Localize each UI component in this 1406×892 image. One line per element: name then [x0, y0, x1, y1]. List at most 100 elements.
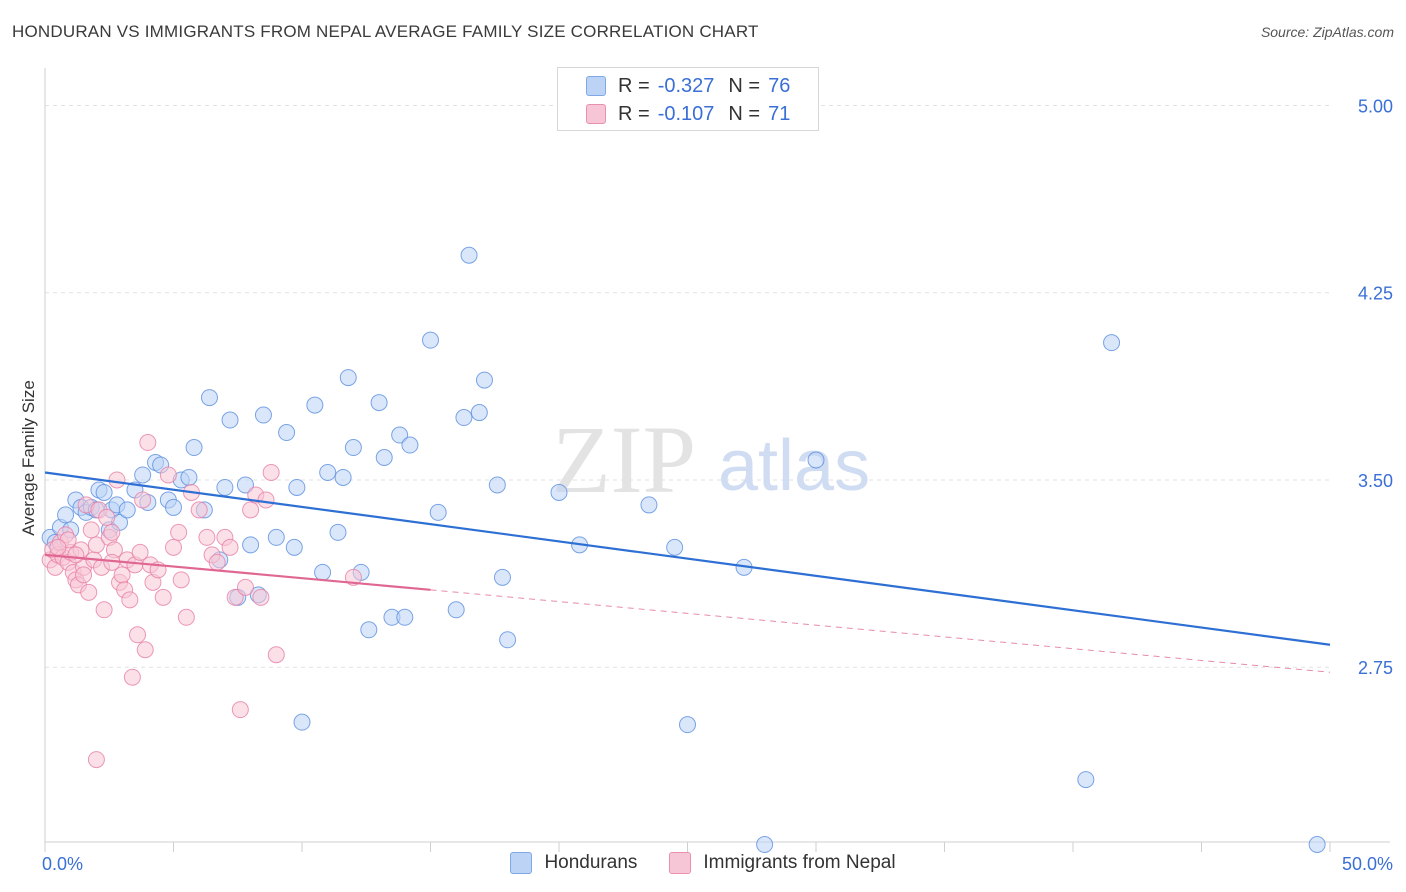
honduran-point-39 [285, 538, 303, 556]
y-tick-label-0: 2.75 [1358, 658, 1393, 678]
grid-lines [45, 104, 1330, 668]
source-label: Source: ZipAtlas.com [1260, 24, 1394, 40]
nepal-point-26 [108, 471, 126, 489]
honduran-point-38 [278, 424, 296, 442]
nepal-point-70 [49, 538, 67, 556]
y-tick-label-3: 5.00 [1358, 96, 1393, 116]
nepal-point-64 [67, 546, 85, 564]
nepal-point-46 [177, 608, 195, 626]
honduran-point-45 [329, 523, 347, 541]
nepal-point-41 [154, 588, 172, 606]
honduran-point-26 [185, 439, 203, 457]
honduran-point-50 [360, 621, 378, 639]
legend-n-label: N = [728, 74, 761, 97]
honduran-point-57 [422, 331, 439, 349]
honduran-point-55 [396, 608, 414, 626]
honduran-point-23 [165, 498, 182, 516]
legend-swatch-hondurans [586, 76, 606, 96]
nepal-point-44 [170, 523, 188, 541]
nepal-point-16 [82, 521, 100, 539]
honduran-point-76 [1103, 334, 1121, 352]
nepal-point-48 [190, 501, 208, 519]
honduran-point-25 [180, 468, 198, 486]
legend-r-label: R = [618, 102, 650, 125]
honduran-point-46 [334, 468, 352, 486]
honduran-point-48 [344, 439, 362, 457]
honduran-point-34 [242, 536, 260, 554]
tick-labels: 2.75 3.50 4.25 5.00 0.0% 50.0% [42, 96, 1393, 874]
honduran-point-54 [391, 426, 409, 444]
honduran-point-47 [339, 369, 357, 387]
nepal-point-15 [80, 583, 98, 601]
legend-r-value-hondurans: -0.327 [657, 74, 715, 97]
nepal-point-54 [226, 588, 244, 606]
nepal-point-62 [267, 646, 285, 664]
series-hondurans-points [41, 246, 1326, 853]
y-tick-label-1: 3.50 [1358, 471, 1393, 491]
honduran-point-37 [267, 528, 285, 546]
series-nepal-points [41, 434, 362, 769]
honduran-point-52 [375, 448, 393, 466]
honduran-point-51 [370, 394, 388, 412]
nepal-point-66 [75, 566, 93, 584]
honduran-point-41 [293, 713, 311, 731]
honduran-point-28 [200, 389, 218, 407]
nepal-point-18 [87, 536, 105, 554]
axes [44, 68, 1390, 852]
legend-label-nepal: Immigrants from Nepal [703, 852, 896, 873]
nepal-point-22 [98, 508, 116, 526]
nepal-point-32 [123, 668, 141, 686]
nepal-point-60 [257, 491, 275, 509]
legend-r-label: R = [618, 74, 650, 97]
nepal-point-69 [344, 568, 362, 586]
honduran-point-61 [460, 246, 478, 264]
nepal-point-68 [131, 543, 149, 561]
honduran-point-73 [756, 835, 774, 853]
nepal-point-31 [121, 591, 139, 609]
honduran-point-71 [679, 716, 696, 734]
series-legend: Hondurans Immigrants from Nepal [0, 852, 1406, 874]
honduran-point-3 [57, 506, 75, 524]
honduran-point-70 [666, 538, 684, 556]
honduran-point-56 [401, 436, 419, 454]
honduran-point-16 [118, 501, 136, 519]
nepal-point-53 [221, 538, 239, 556]
honduran-point-69 [640, 496, 658, 514]
nepal-point-57 [242, 501, 260, 519]
honduran-point-63 [475, 371, 493, 389]
x-tick-label-0: 0.0% [42, 854, 83, 874]
honduran-point-62 [470, 404, 488, 422]
honduran-point-60 [455, 409, 473, 427]
legend-swatch-nepal [586, 104, 606, 124]
watermark-atlas: atlas [718, 426, 870, 506]
watermark-zip: ZIP [552, 406, 696, 513]
honduran-point-74 [807, 451, 825, 469]
nepal-point-42 [159, 466, 177, 484]
honduran-point-44 [319, 463, 337, 481]
legend-row-nepal: R = -0.107 N = 71 [586, 100, 790, 128]
legend-row-hondurans: R = -0.327 N = 76 [586, 72, 790, 100]
trend-line-nepal-extension [430, 589, 1331, 673]
trend-line-nepal [44, 553, 431, 591]
legend-n-value-hondurans: 76 [768, 74, 791, 97]
legend-n-value-nepal: 71 [768, 102, 791, 125]
nepal-point-24 [103, 523, 121, 541]
legend-item-hondurans[interactable]: Hondurans [510, 852, 637, 874]
nepal-point-49 [198, 528, 216, 546]
nepal-point-55 [231, 701, 249, 719]
honduran-point-67 [550, 483, 568, 501]
nepal-point-21 [95, 601, 113, 619]
y-tick-label-2: 4.25 [1358, 284, 1393, 304]
honduran-point-31 [221, 411, 239, 429]
honduran-point-59 [447, 601, 465, 619]
nepal-point-36 [136, 641, 154, 659]
nepal-point-35 [134, 491, 152, 509]
honduran-point-75 [1077, 771, 1095, 789]
honduran-point-77 [1308, 835, 1326, 853]
legend-item-nepal[interactable]: Immigrants from Nepal [669, 852, 896, 874]
x-tick-label-1: 50.0% [1342, 854, 1393, 874]
honduran-point-65 [493, 568, 511, 586]
nepal-point-37 [139, 434, 157, 452]
nepal-point-43 [165, 538, 182, 556]
honduran-point-36 [254, 406, 272, 424]
